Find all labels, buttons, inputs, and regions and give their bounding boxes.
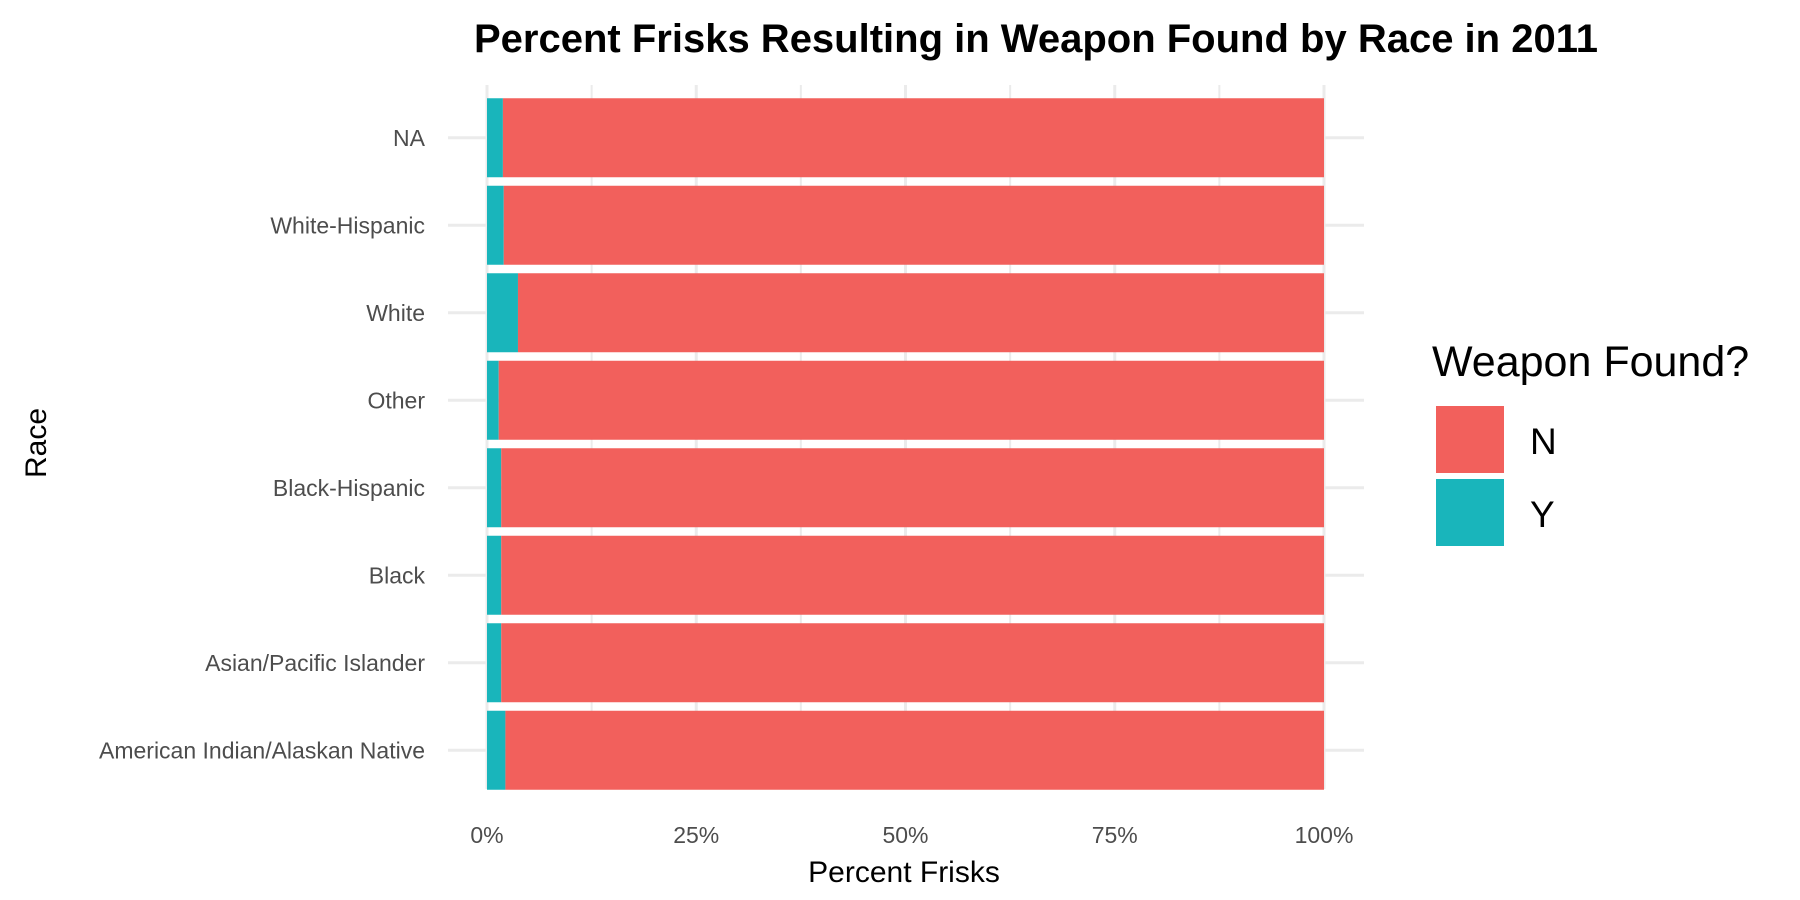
bar-y-black-hispanic (487, 448, 502, 528)
y-axis-title: Race (20, 408, 53, 478)
bar-y-white-hispanic (487, 185, 504, 265)
legend-swatch-n (1436, 406, 1504, 473)
bar-n-asian-pacific-islander (501, 623, 1324, 703)
bar-n-na (502, 98, 1324, 178)
bar-y-na (487, 98, 503, 178)
bar-n-other (498, 360, 1324, 440)
y-tick-label: Asian/Pacific Islander (205, 650, 425, 676)
y-tick-labels: American Indian/Alaskan Native Asian/Paci… (99, 125, 426, 764)
y-tick-label: Other (367, 387, 425, 413)
bar-n-white-hispanic (503, 185, 1324, 265)
x-axis-title: Percent Frisks (808, 856, 1000, 889)
bar-y-american-indian-alaskan-native (487, 710, 506, 790)
legend: Weapon Found? N Y (1432, 338, 1749, 546)
x-tick-label: 100% (1295, 822, 1354, 848)
y-tick-label: White (366, 300, 425, 326)
x-tick-label: 50% (882, 822, 928, 848)
legend-label-y: Y (1530, 494, 1555, 535)
legend-label-n: N (1530, 421, 1557, 462)
bar-y-black (487, 535, 502, 615)
bar-n-white (517, 273, 1324, 353)
bar-n-black-hispanic (501, 448, 1324, 528)
x-tick-labels: 0% 25% 50% 75% 100% (470, 822, 1353, 848)
y-tick-label: NA (393, 125, 426, 151)
y-tick-label: Black-Hispanic (273, 475, 425, 501)
legend-title: Weapon Found? (1432, 338, 1749, 386)
x-tick-label: 75% (1092, 822, 1138, 848)
bar-y-asian-pacific-islander (487, 623, 502, 703)
y-tick-label: Black (369, 562, 426, 588)
bar-n-american-indian-alaskan-native (505, 710, 1324, 790)
y-tick-label: White-Hispanic (270, 212, 425, 238)
bar-y-other (487, 360, 499, 440)
y-tick-label: American Indian/Alaskan Native (99, 737, 425, 763)
legend-swatch-y (1436, 479, 1504, 546)
bar-n-black (501, 535, 1324, 615)
bars (487, 98, 1324, 790)
x-tick-label: 0% (470, 822, 503, 848)
bar-y-white (487, 273, 518, 353)
x-tick-label: 25% (673, 822, 719, 848)
chart-title: Percent Frisks Resulting in Weapon Found… (474, 17, 1598, 61)
